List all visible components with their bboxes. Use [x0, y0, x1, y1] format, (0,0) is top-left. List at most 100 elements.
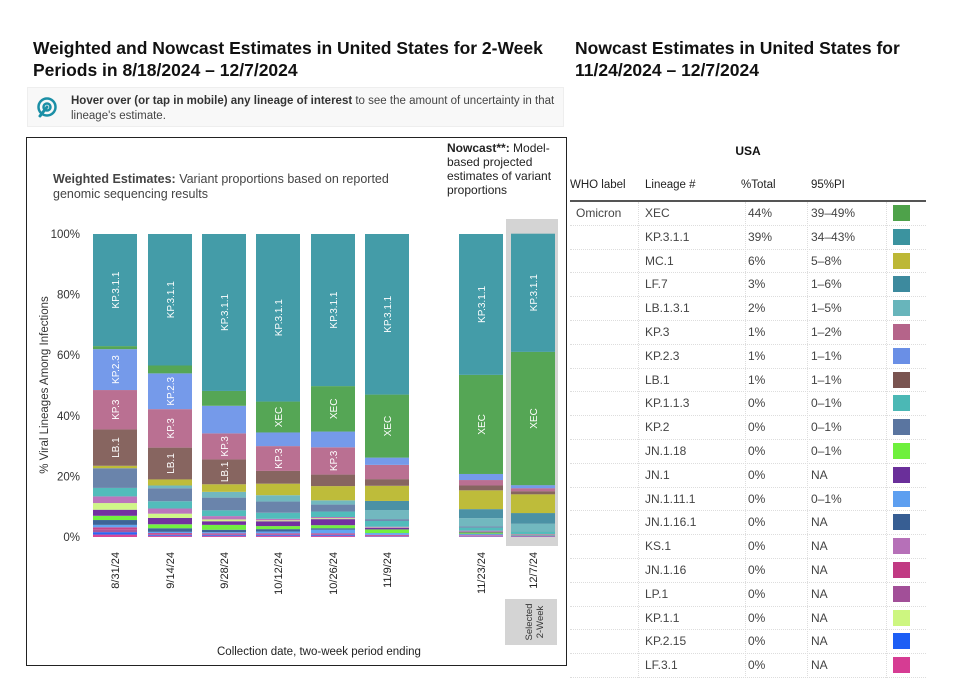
bar-segment-LP-1[interactable]	[365, 535, 409, 537]
bar-segment-KP-2[interactable]	[148, 488, 192, 502]
bar-segment-JN-1-11-1[interactable]	[148, 531, 192, 534]
bar-segment-KP-2-15[interactable]	[148, 535, 192, 537]
bar-segment-MC-1[interactable]	[256, 483, 300, 496]
bar-segment-LF-3-1[interactable]	[202, 536, 246, 537]
bar-segment-XEC[interactable]	[311, 386, 355, 432]
table-row[interactable]: JN.1.16 0% NA	[570, 559, 926, 583]
bar-segment-JN-1-16-1[interactable]	[202, 529, 246, 533]
table-row[interactable]: KP.2 0% 0–1%	[570, 416, 926, 440]
bar-segment-KP-3[interactable]	[459, 480, 503, 486]
bar-segment-KP-3-1-1[interactable]	[311, 234, 355, 387]
table-row[interactable]: KS.1 0% NA	[570, 535, 926, 559]
table-row[interactable]: MC.1 6% 5–8%	[570, 250, 926, 274]
bar-segment-JN-1-11-1[interactable]	[459, 534, 503, 536]
bar-segment-KP-3[interactable]	[365, 464, 409, 480]
bar-segment-KP-2-3[interactable]	[256, 432, 300, 447]
bar-segment-JN-1[interactable]	[365, 527, 409, 530]
bar-segment-JN-1-18[interactable]	[459, 532, 503, 534]
bar-segment-LP-1[interactable]	[202, 534, 246, 536]
bar-segment-LF-7[interactable]	[365, 500, 409, 511]
table-row[interactable]: KP.2.3 1% 1–1%	[570, 345, 926, 369]
bar-segment-LB-1-3-1[interactable]	[365, 510, 409, 520]
bar-segment-XEC[interactable]	[256, 401, 300, 433]
bar-segment-LP-1[interactable]	[256, 534, 300, 536]
bar-segment-KP-3-1-1[interactable]	[148, 234, 192, 366]
bar-segment-KP-3[interactable]	[93, 390, 137, 430]
bar-segment-KP-3-1-1[interactable]	[365, 234, 409, 395]
bar-segment-LF-3-1[interactable]	[148, 536, 192, 537]
bar-segment-LF-3-1[interactable]	[311, 536, 355, 537]
bar-segment-JN-1-16[interactable]	[148, 533, 192, 535]
bar-segment-KP-3[interactable]	[148, 409, 192, 448]
bar-segment-KP-2-3[interactable]	[202, 405, 246, 434]
bar-segment-KP-3-1-1[interactable]	[256, 234, 300, 402]
bar-segment-KP-2-3[interactable]	[311, 431, 355, 448]
bar-segment-KP-2[interactable]	[365, 519, 409, 521]
bar-segment-LF-3-1[interactable]	[93, 534, 137, 537]
table-row[interactable]: KP.3 1% 1–2%	[570, 321, 926, 345]
bar-segment-XEC[interactable]	[365, 394, 409, 458]
bar-segment-XEC[interactable]	[93, 346, 137, 350]
bar-segment-KP-1-1[interactable]	[202, 519, 246, 522]
bar-segment-JN-1[interactable]	[256, 521, 300, 527]
bar-segment-JN-1-16-1[interactable]	[148, 528, 192, 532]
bar-segment-KP-1-1-3[interactable]	[148, 501, 192, 509]
bar-segment-LP-1[interactable]	[311, 534, 355, 536]
bar-segment-JN-1-11-1[interactable]	[202, 532, 246, 534]
bar-segment-JN-1-16[interactable]	[93, 527, 137, 530]
bar-segment-KP-2[interactable]	[256, 501, 300, 513]
table-row[interactable]: JN.1.11.1 0% 0–1%	[570, 488, 926, 512]
bar-segment-MC-1[interactable]	[511, 494, 555, 514]
table-row[interactable]: LF.7 3% 1–6%	[570, 273, 926, 298]
bar-segment-LB-1[interactable]	[148, 447, 192, 480]
bar-segment-MC-1[interactable]	[311, 486, 355, 501]
bar-segment-KS-1[interactable]	[459, 530, 503, 532]
bar-segment-LP-1[interactable]	[148, 534, 192, 536]
bar-segment-MC-1[interactable]	[365, 485, 409, 501]
bar-segment-LF-7[interactable]	[511, 513, 555, 524]
bar-segment-JN-1-18[interactable]	[148, 524, 192, 529]
bar-segment-JN-1-11-1[interactable]	[256, 531, 300, 534]
bar-segment-MC-1[interactable]	[202, 484, 246, 492]
bar-segment-JN-1-16-1[interactable]	[256, 529, 300, 532]
bar-segment-KP-1-1-3[interactable]	[459, 527, 503, 531]
bar-segment-KP-2[interactable]	[202, 497, 246, 511]
bar-segment-XEC[interactable]	[511, 351, 555, 486]
bar-segment-LB-1[interactable]	[202, 459, 246, 485]
bar-segment-XEC[interactable]	[202, 390, 246, 406]
bar-segment-KP-2-15[interactable]	[311, 535, 355, 537]
bar-segment-KS-1[interactable]	[93, 496, 137, 504]
bar-segment-LP-1[interactable]	[93, 529, 137, 533]
bar-segment-KP-1-1[interactable]	[93, 503, 137, 510]
bar-segment-JN-1-18[interactable]	[202, 524, 246, 530]
bar-segment-KP-2[interactable]	[311, 504, 355, 512]
bar-segment-JN-1[interactable]	[311, 519, 355, 526]
bar-segment-KP-3-1-1[interactable]	[459, 234, 503, 375]
table-row[interactable]: LB.1.3.1 2% 1–5%	[570, 297, 926, 321]
bar-segment-KP-3-1-1[interactable]	[511, 233, 555, 352]
bar-segment-KP-1-1[interactable]	[148, 513, 192, 518]
table-row[interactable]: KP.1.1.3 0% 0–1%	[570, 392, 926, 417]
bar-segment-JN-1-16[interactable]	[311, 533, 355, 535]
bar-segment-JN-1[interactable]	[93, 509, 137, 516]
bar-segment-JN-1-18[interactable]	[256, 526, 300, 530]
bar-segment-LP-1[interactable]	[459, 535, 503, 537]
bar-segment-MC-1[interactable]	[93, 465, 137, 469]
bar-segment-KS-1[interactable]	[202, 516, 246, 520]
bar-segment-JN-1-11-1[interactable]	[311, 529, 355, 534]
bar-segment-KP-1-1[interactable]	[311, 518, 355, 520]
bar-segment-KP-1-1-3[interactable]	[365, 520, 409, 527]
bar-segment-LB-1-3-1[interactable]	[311, 500, 355, 505]
bar-segment-KS-1[interactable]	[148, 508, 192, 514]
bar-segment-JN-1-16[interactable]	[459, 535, 503, 536]
bar-segment-LB-1-3-1[interactable]	[511, 523, 555, 532]
bar-segment-KP-1-1-3[interactable]	[93, 487, 137, 497]
table-row[interactable]: XEC 44% 39–49%	[570, 202, 926, 226]
bar-segment-KP-3[interactable]	[311, 447, 355, 475]
bar-segment-KS-1[interactable]	[256, 518, 300, 521]
bar-segment-KP-2-3[interactable]	[459, 473, 503, 481]
bar-segment-MC-1[interactable]	[459, 490, 503, 510]
bar-segment-JN-1-16-1[interactable]	[311, 528, 355, 530]
bar-segment-KP-2[interactable]	[93, 468, 137, 488]
bar-segment-LB-1[interactable]	[256, 470, 300, 484]
